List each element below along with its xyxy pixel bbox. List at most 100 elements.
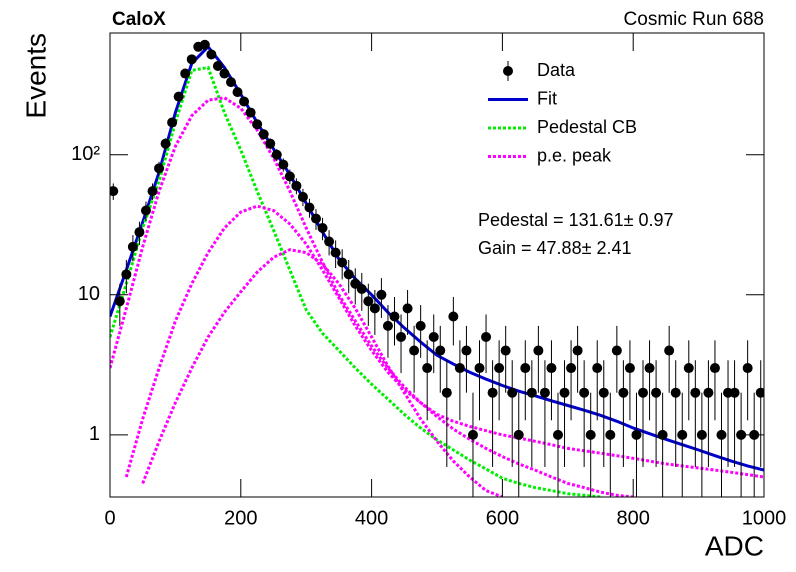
data-point	[513, 429, 524, 440]
data-point	[559, 387, 570, 398]
data-point	[134, 227, 145, 238]
data-point	[278, 159, 289, 170]
data-point	[624, 363, 635, 374]
data-point	[186, 54, 197, 65]
data-point	[330, 247, 341, 258]
data-point	[219, 68, 230, 79]
data-point	[611, 345, 622, 356]
data-point	[592, 363, 603, 374]
data-point	[199, 39, 210, 50]
x-tick-label: 800	[617, 507, 650, 529]
data-point	[317, 222, 328, 233]
data-point	[382, 320, 393, 331]
data-point	[703, 387, 714, 398]
x-tick-label: 200	[224, 507, 257, 529]
chart-title: CaloX	[112, 9, 166, 30]
data-point	[742, 363, 753, 374]
data-point	[232, 87, 243, 98]
plot-frame	[109, 32, 765, 498]
curve	[110, 44, 764, 472]
data-point	[481, 331, 492, 342]
curve	[124, 204, 764, 479]
data-point	[212, 61, 223, 72]
data-point	[716, 429, 727, 440]
data-point	[363, 296, 374, 307]
data-point	[114, 296, 125, 307]
data-point	[291, 180, 302, 191]
data-point	[337, 257, 348, 268]
data-point	[677, 429, 688, 440]
data-point	[631, 429, 642, 440]
data-point	[474, 363, 485, 374]
data-point	[552, 429, 563, 440]
data-point	[664, 345, 675, 356]
data-point	[709, 363, 720, 374]
data-point	[651, 387, 662, 398]
data-point	[605, 429, 616, 440]
y-tick-label: 10	[78, 283, 100, 305]
data-point	[690, 387, 701, 398]
data-point	[343, 269, 354, 280]
legend-label: Data	[537, 60, 576, 80]
data-point	[239, 96, 250, 107]
x-axis-label: ADC	[705, 530, 764, 561]
data-point	[618, 387, 629, 398]
data-point	[572, 345, 583, 356]
data-point	[180, 68, 191, 79]
annotation: Gain = 47.88± 2.41	[478, 238, 632, 258]
data-point	[494, 363, 505, 374]
data-point	[369, 303, 380, 314]
data-point	[520, 363, 531, 374]
data-point	[396, 331, 407, 342]
legend-marker	[503, 66, 513, 76]
data-point	[579, 387, 590, 398]
data-point	[245, 107, 256, 118]
data-point	[265, 138, 276, 149]
data-point	[487, 387, 498, 398]
data-point	[271, 149, 282, 160]
data-point	[422, 363, 433, 374]
data-point	[539, 387, 550, 398]
data-point	[435, 345, 446, 356]
data-point	[324, 236, 335, 247]
data-point	[147, 186, 158, 197]
data-point	[755, 387, 764, 398]
data-point	[566, 363, 577, 374]
data-point	[533, 345, 544, 356]
y-tick-label: 10²	[71, 143, 100, 165]
data-point	[585, 429, 596, 440]
data-point	[258, 129, 269, 140]
x-tick-label: 0	[104, 507, 115, 529]
chart-subtitle: Cosmic Run 688	[624, 9, 764, 30]
data-point	[121, 269, 132, 280]
data-point	[736, 429, 747, 440]
data-point	[448, 311, 459, 322]
data-point	[507, 387, 518, 398]
data-point	[428, 331, 439, 342]
data-point	[467, 429, 478, 440]
data-point	[526, 387, 537, 398]
data-point	[311, 213, 322, 224]
data-point	[225, 77, 236, 88]
data-point	[402, 303, 413, 314]
y-axis-label: Events	[20, 33, 51, 119]
data-point	[657, 429, 668, 440]
data-point	[297, 191, 308, 202]
data-point	[252, 119, 263, 130]
legend-label: Pedestal CB	[537, 117, 637, 137]
data-point	[415, 320, 426, 331]
data-point	[598, 387, 609, 398]
data-point	[304, 202, 315, 213]
data-point	[729, 387, 740, 398]
x-tick-label: 600	[486, 507, 519, 529]
legend-label: Fit	[537, 88, 557, 108]
data-point	[110, 186, 119, 197]
data-point	[284, 171, 295, 182]
data-point	[160, 138, 171, 149]
data-point	[670, 387, 681, 398]
x-tick-label: 1000	[742, 507, 787, 529]
data-point	[206, 49, 217, 60]
data-point	[500, 345, 511, 356]
data-point	[696, 429, 707, 440]
